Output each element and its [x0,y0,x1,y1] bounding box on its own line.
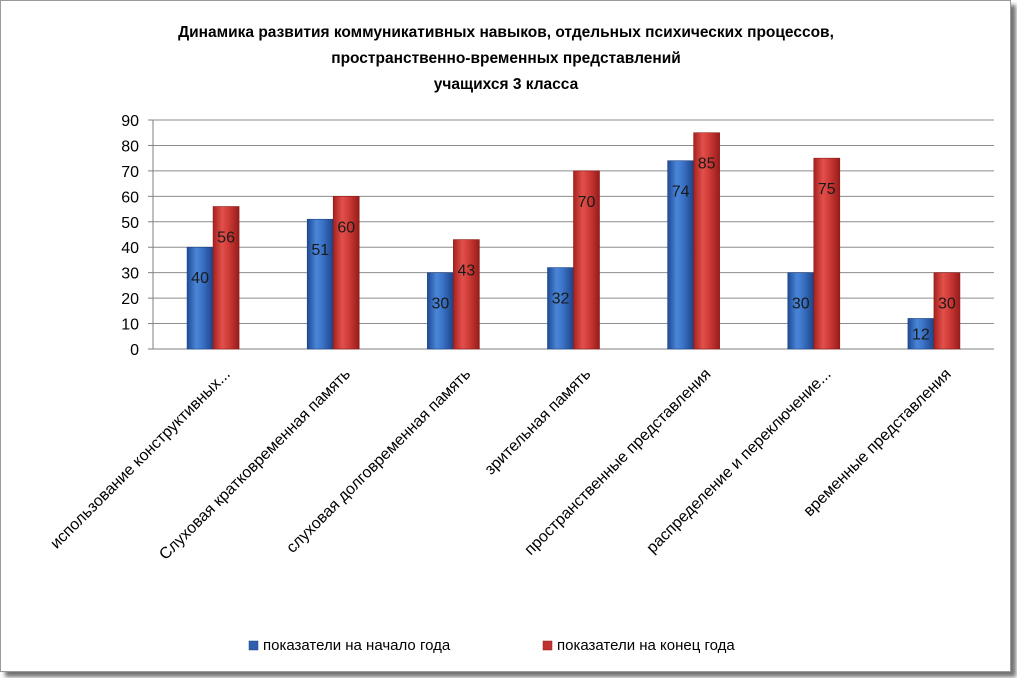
bar-end-of-year [573,170,600,350]
data-labels: 40 56 51 60 30 43 32 70 74 85 30 75 12 30 [191,156,956,344]
legend-swatch-start [248,640,259,651]
y-tick-label: 30 [121,266,139,283]
x-category-label: временные представления [801,366,955,520]
data-label-end-of-year: 30 [938,296,956,313]
legend-label-end: показатели на конец года [557,637,735,654]
bar-end-of-year [933,272,961,350]
bar-start-of-year [186,246,214,350]
chart-title-line-3: учащихся 3 класса [434,76,579,93]
bar-start-of-year [547,267,574,350]
data-label-start-of-year: 32 [552,291,570,308]
chart-title: Динамика развития коммуникативных навыко… [178,24,834,93]
y-tick-label: 40 [121,240,139,257]
y-tick-label: 50 [121,215,139,232]
data-label-start-of-year: 12 [912,327,930,344]
x-axis-category-labels: использование конструктивных...Слуховая … [47,366,954,564]
bar-start-of-year [667,160,694,350]
x-category-label: зрительная память [482,366,594,478]
bar-start-of-year [787,272,815,350]
data-label-end-of-year: 85 [698,156,716,173]
x-category-label: распределение и переключение... [644,366,835,557]
y-axis-ticks: 0 10 20 30 40 50 60 70 80 90 [121,113,139,359]
y-tick-label: 90 [121,113,139,130]
chart-title-line-1: Динамика развития коммуникативных навыко… [178,24,834,41]
y-tick-label: 70 [121,164,139,181]
data-label-end-of-year: 70 [578,194,596,211]
y-tick-label: 20 [121,291,139,308]
data-label-start-of-year: 51 [311,242,329,259]
bar-end-of-year [453,239,480,350]
legend-swatch-end [542,640,553,651]
data-label-end-of-year: 75 [818,181,836,198]
chart-title-line-2: пространственно-временных представлений [331,50,681,67]
y-tick-label: 60 [121,189,139,206]
x-category-label: Слуховая кратковременная память [156,366,354,564]
y-tick-label: 0 [130,342,139,359]
data-label-start-of-year: 30 [792,296,810,313]
x-category-label: пространственные представления [522,366,715,559]
bar-end-of-year [332,196,360,350]
data-label-start-of-year: 30 [431,296,449,313]
legend-label-start: показатели на начало года [263,637,451,654]
bar-end-of-year [693,132,720,350]
data-label-end-of-year: 56 [217,230,235,247]
bar-end-of-year [212,206,240,350]
y-tick-label: 80 [121,138,139,155]
data-label-start-of-year: 40 [191,270,209,287]
legend: показатели на начало года показатели на … [248,637,735,654]
bar-start-of-year [907,318,935,350]
y-tick-label: 10 [121,317,139,334]
data-label-start-of-year: 74 [672,184,690,201]
bars [186,132,961,350]
data-label-end-of-year: 60 [337,219,355,236]
data-label-end-of-year: 43 [457,263,475,280]
bar-start-of-year [306,218,334,350]
bar-end-of-year [813,157,841,350]
